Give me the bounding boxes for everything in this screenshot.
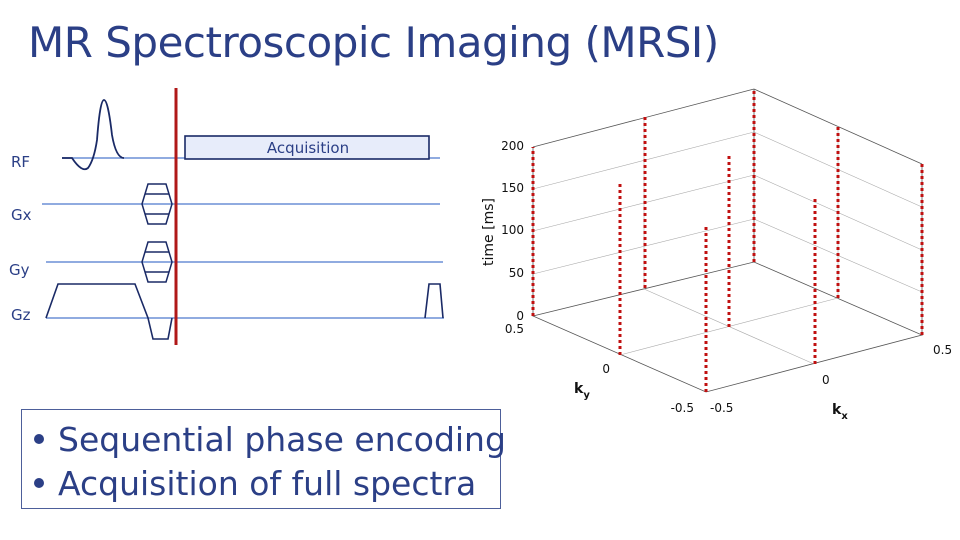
- bullet-dot-icon: [34, 477, 44, 488]
- time-tick-200: 200: [501, 139, 524, 153]
- time-tick-50: 50: [509, 266, 524, 280]
- ky-tick-neg0.5: -0.5: [671, 401, 694, 415]
- bullet-item: Sequential phase encoding: [32, 418, 506, 462]
- rf-pulse: [62, 99, 125, 171]
- kx-tick-0.5: 0.5: [933, 343, 952, 357]
- kx-tick-0: 0: [822, 373, 830, 387]
- kx-axis-label: kx: [832, 402, 848, 422]
- rf-label: RF: [11, 153, 30, 171]
- acquisition-lines: [531, 89, 924, 392]
- time-tick-100: 100: [501, 223, 524, 237]
- ky-tick-0.5: 0.5: [505, 322, 524, 336]
- bullet-text: Sequential phase encoding: [58, 420, 506, 459]
- kx-tick-neg0.5: -0.5: [710, 401, 733, 415]
- bullet-box: Sequential phase encoding Acquisition of…: [21, 409, 506, 509]
- gz-slice-select: [45, 283, 173, 340]
- acquisition-label: Acquisition: [267, 139, 349, 157]
- bullet-text: Acquisition of full spectra: [58, 464, 477, 503]
- bullet-item: Acquisition of full spectra: [32, 462, 500, 506]
- kspace-time-plot: 0 50 100 150 200 time [ms] 0.5 0 -0.5 ky…: [481, 88, 952, 422]
- acquisition-window: [184, 135, 430, 160]
- gy-label: Gy: [9, 261, 30, 279]
- gz-spoiler: [424, 283, 444, 319]
- time-tick-150: 150: [501, 181, 524, 195]
- time-axis-label: time [ms]: [481, 198, 497, 266]
- gx-phase-encode: [141, 183, 173, 225]
- time-tick-0: 0: [516, 309, 524, 323]
- bullet-dot-icon: [34, 433, 44, 444]
- ky-tick-0: 0: [602, 362, 610, 376]
- gz-label: Gz: [11, 306, 31, 324]
- page-title: MR Spectroscopic Imaging (MRSI): [28, 18, 719, 67]
- gy-phase-encode: [141, 241, 173, 283]
- gx-label: Gx: [11, 206, 32, 224]
- pulse-sequence-diagram: RF Gx Gy Gz Acquisition: [9, 88, 444, 345]
- ky-axis-label: ky: [574, 381, 590, 401]
